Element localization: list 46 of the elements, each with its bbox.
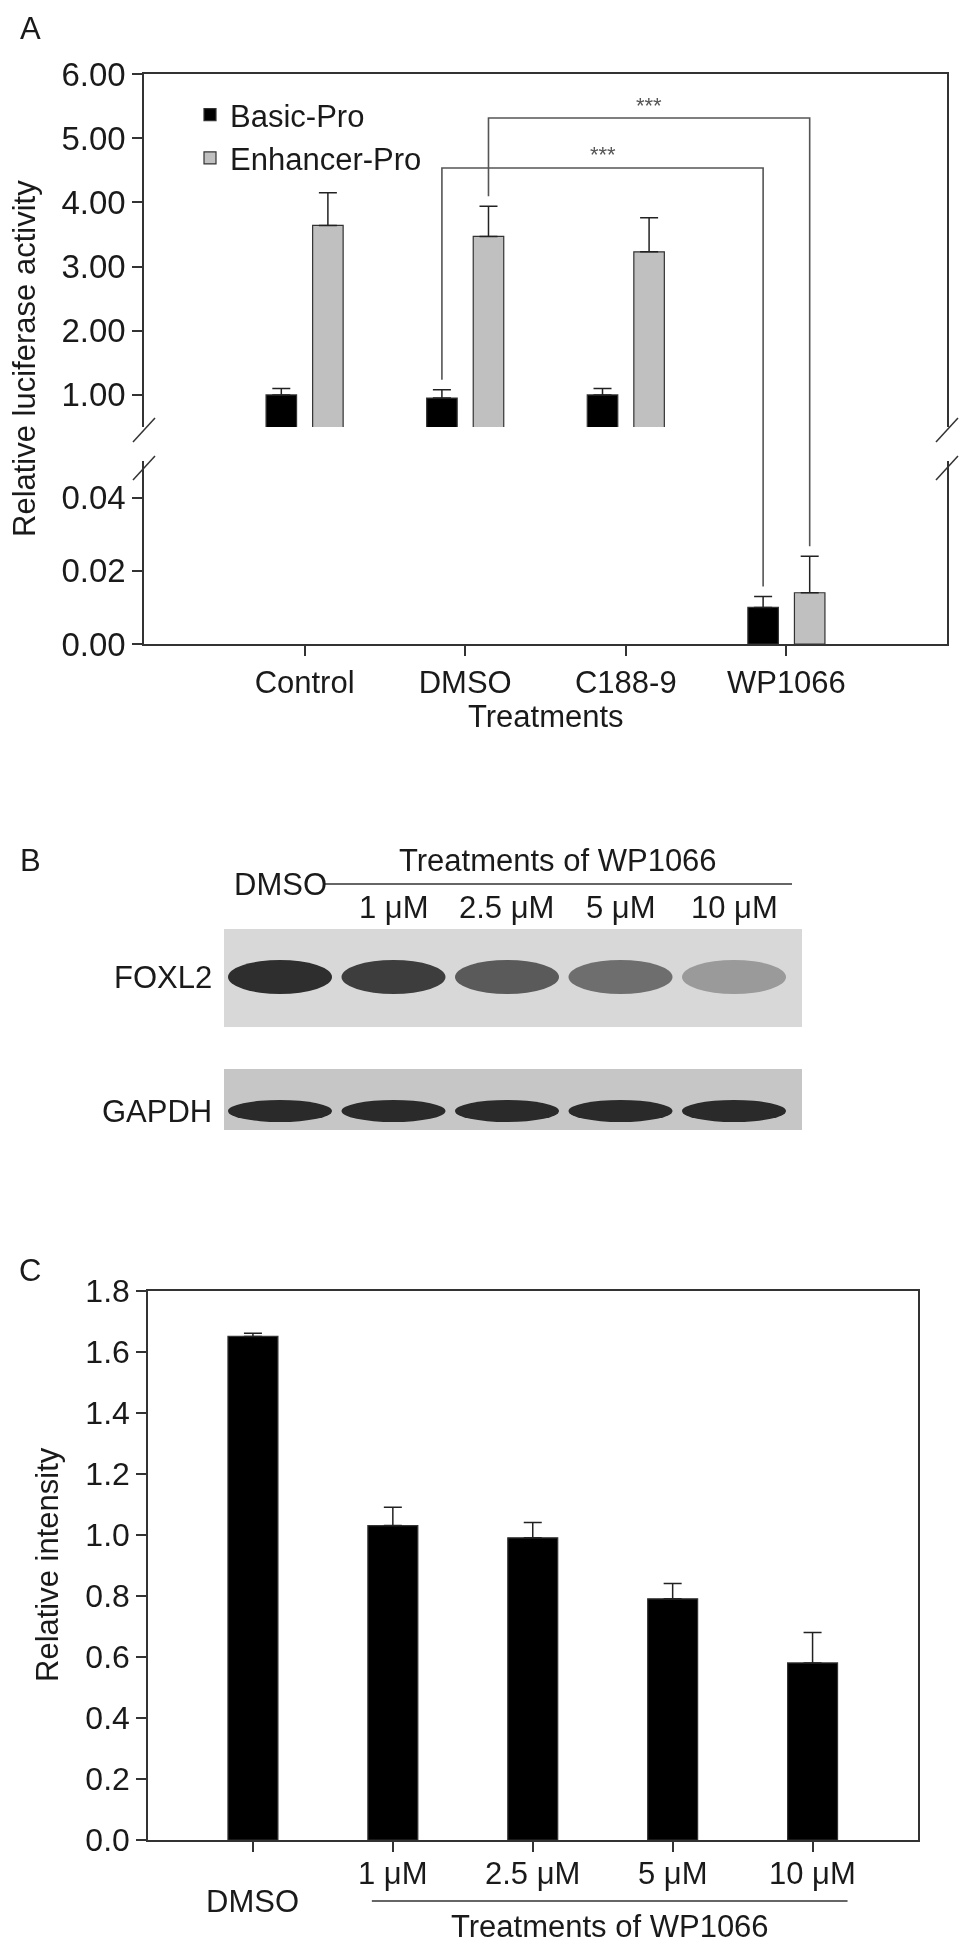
- legend-label: Basic-Pro: [230, 98, 365, 134]
- category-label: FOXL2: [114, 960, 213, 995]
- x-tick-label: 1 μM: [358, 1856, 428, 1891]
- x-axis-title: Treatments of WP1066: [451, 1909, 769, 1944]
- y-tick-label: 0.0: [85, 1822, 130, 1859]
- y-tick-label: 1.2: [85, 1455, 130, 1492]
- category-label: 2.5 μM: [459, 890, 555, 925]
- category-label: 1 μM: [359, 890, 429, 925]
- x-tick-label: 10 μM: [769, 1856, 856, 1891]
- category-label: GAPDH: [102, 1094, 213, 1129]
- text: Treatments of WP1066: [399, 843, 717, 878]
- legend-label: Enhancer-Pro: [230, 142, 422, 178]
- y-tick-label: 6.00: [61, 55, 126, 93]
- chart-title: C: [19, 1253, 42, 1288]
- y-tick-label: 1.6: [85, 1333, 130, 1370]
- y-axis-title: Relative intensity: [30, 1447, 65, 1682]
- y-tick-label: 0.4: [85, 1700, 130, 1737]
- category-label: 5 μM: [586, 890, 656, 925]
- annotation: ***: [590, 142, 617, 167]
- x-tick-label: 2.5 μM: [485, 1856, 581, 1891]
- category-label: 10 μM: [691, 890, 778, 925]
- y-tick-label: 5.00: [61, 119, 126, 157]
- x-tick-label: C188-9: [574, 664, 677, 700]
- category-label: DMSO: [234, 867, 327, 902]
- annotation: ***: [636, 93, 663, 118]
- x-axis-title: Treatments: [468, 699, 624, 734]
- y-tick-label: 4.00: [61, 183, 126, 221]
- y-tick-label: 2.00: [61, 312, 126, 350]
- y-tick-label: 1.00: [61, 376, 126, 414]
- x-tick-label: WP1066: [726, 664, 846, 700]
- y-tick-label: 1.4: [85, 1394, 130, 1431]
- text: B: [20, 843, 41, 878]
- y-tick-label: 0.04: [61, 479, 126, 517]
- y-tick-label: 0.6: [85, 1639, 130, 1676]
- x-tick-label: DMSO: [418, 664, 512, 700]
- y-tick-label: 3.00: [61, 248, 126, 286]
- y-tick-label: 0.00: [61, 625, 126, 663]
- y-tick-label: 1.8: [85, 1272, 130, 1309]
- y-axis-title: Relative luciferase activity: [7, 179, 42, 537]
- x-tick-label: Control: [254, 664, 355, 700]
- chart-title: A: [20, 11, 41, 46]
- y-tick-label: 0.2: [85, 1761, 130, 1798]
- y-tick-label: 0.8: [85, 1578, 130, 1615]
- x-tick-label: 5 μM: [638, 1856, 708, 1891]
- y-tick-label: 1.0: [85, 1516, 130, 1553]
- y-tick-label: 0.02: [61, 552, 126, 590]
